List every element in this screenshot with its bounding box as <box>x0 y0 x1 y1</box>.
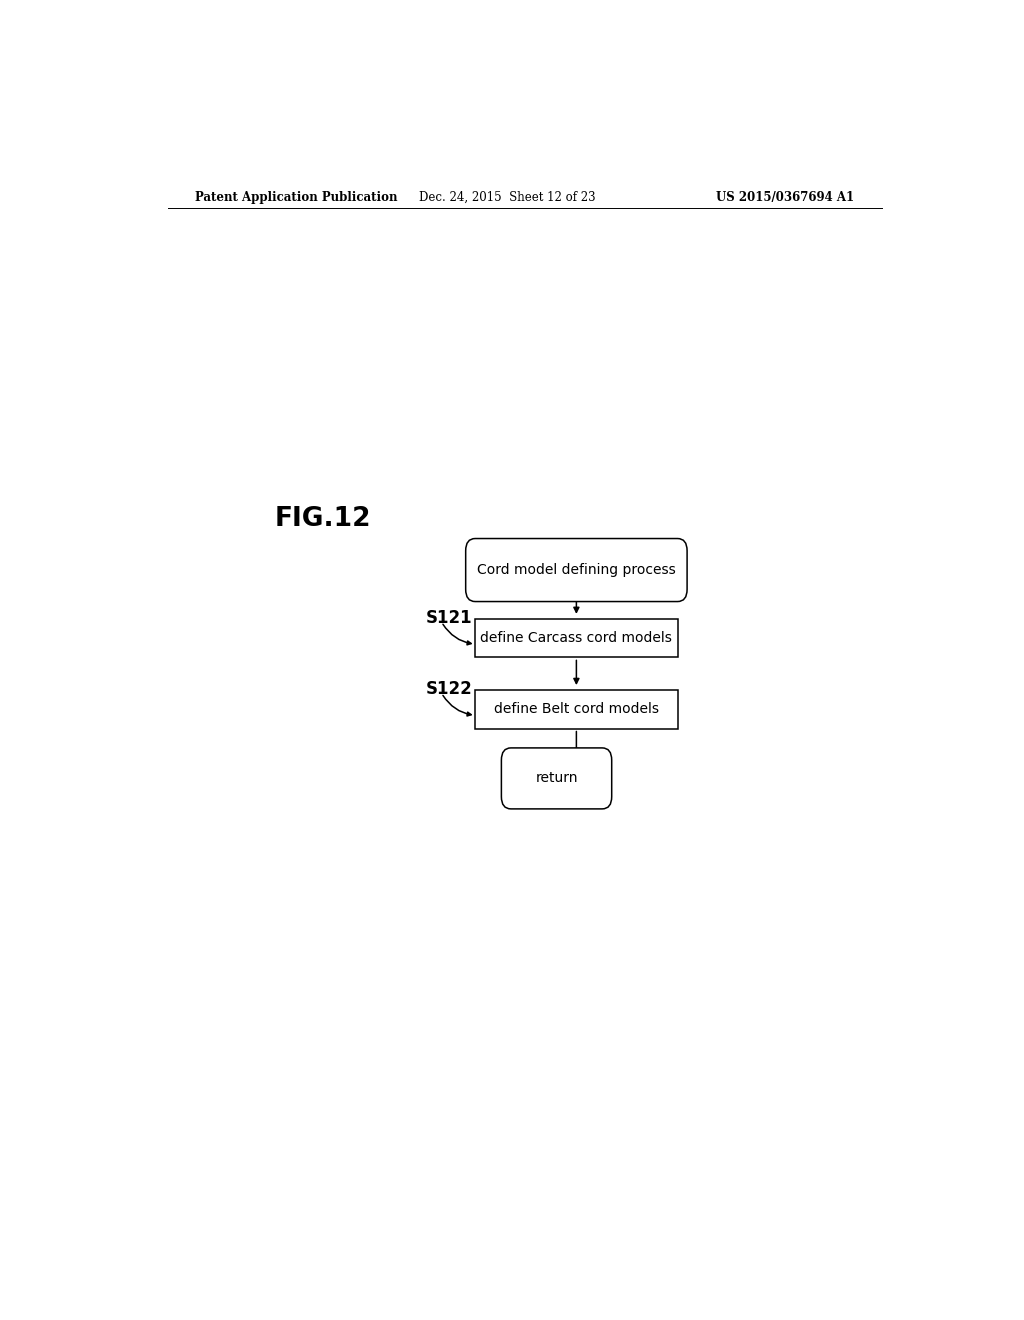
Text: Dec. 24, 2015  Sheet 12 of 23: Dec. 24, 2015 Sheet 12 of 23 <box>419 190 596 203</box>
Text: FIG.12: FIG.12 <box>274 507 372 532</box>
Text: define Carcass cord models: define Carcass cord models <box>480 631 673 645</box>
Text: Patent Application Publication: Patent Application Publication <box>196 190 398 203</box>
FancyBboxPatch shape <box>502 748 611 809</box>
Bar <box>475 690 678 729</box>
Text: US 2015/0367694 A1: US 2015/0367694 A1 <box>716 190 854 203</box>
FancyBboxPatch shape <box>466 539 687 602</box>
Text: S122: S122 <box>426 680 472 698</box>
Text: S121: S121 <box>426 609 472 627</box>
Bar <box>475 619 678 657</box>
Text: return: return <box>536 771 578 785</box>
Text: Cord model defining process: Cord model defining process <box>477 564 676 577</box>
Text: define Belt cord models: define Belt cord models <box>494 702 658 717</box>
